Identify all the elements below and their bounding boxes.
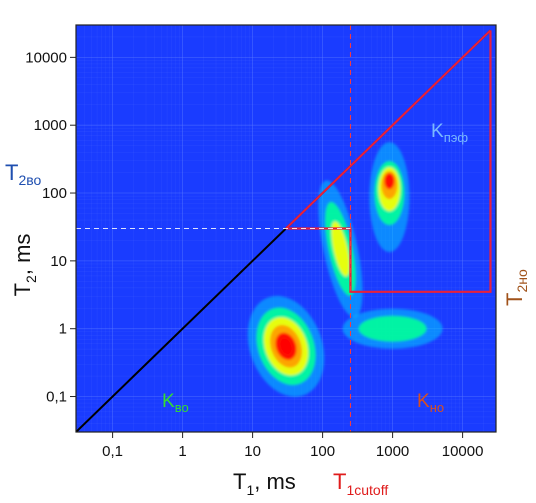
y-axis-title: T2, ms: [10, 234, 39, 297]
x-tick-label: 1: [178, 443, 186, 460]
contour-level: [384, 173, 395, 190]
grid: [76, 25, 496, 432]
heatmap-peak: [247, 295, 325, 397]
annotation-t1cutoff: T1cutoff: [333, 469, 388, 498]
x-tick-label: 1000: [376, 443, 409, 460]
x-tick-label: 10000: [442, 443, 484, 460]
heatmap-peaks: [247, 142, 443, 397]
x-tick-label: 100: [310, 443, 335, 460]
annotation-t2vo: T2во: [5, 160, 42, 188]
y-tick-label: 100: [42, 185, 67, 202]
annotation-t2no: T2но: [502, 269, 530, 306]
contour-level: [280, 338, 292, 355]
heatmap-peak: [342, 308, 443, 349]
y-tick-label: 10000: [25, 49, 67, 66]
y-tick-label: 10: [50, 253, 67, 270]
annotation-kno: Kно: [417, 391, 444, 415]
annotation-kpaf: Kпэф: [431, 121, 468, 145]
x-tick-label: 0,1: [102, 443, 123, 460]
y-tick-label: 0,1: [46, 389, 67, 406]
plot-frame: [75, 24, 497, 433]
annotation-kvo: Kво: [162, 391, 189, 415]
y-tick-label: 1: [59, 321, 67, 338]
x-tick-label: 10: [244, 443, 261, 460]
contour-level: [331, 221, 350, 277]
heatmap-peak: [369, 142, 410, 253]
contour-level: [358, 315, 427, 342]
axis-ticks: 0,1 1 10 100 1000 10000 0,1 1 10 100 1000 10000: [25, 49, 483, 460]
y-tick-label: 1000: [34, 117, 67, 134]
overlay-lines: [76, 25, 492, 432]
region-diagonal-edge: [285, 29, 492, 230]
x-axis-title: T1, ms: [233, 469, 296, 498]
